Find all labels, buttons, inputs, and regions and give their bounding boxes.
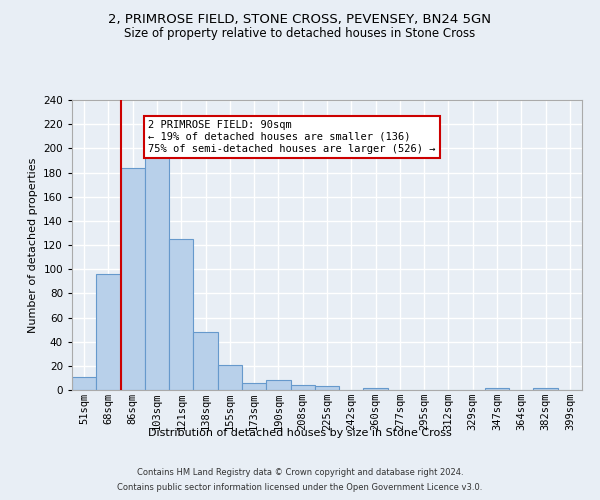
Text: Contains public sector information licensed under the Open Government Licence v3: Contains public sector information licen… [118,483,482,492]
Text: Size of property relative to detached houses in Stone Cross: Size of property relative to detached ho… [124,28,476,40]
Bar [266,380,290,390]
Text: Distribution of detached houses by size in Stone Cross: Distribution of detached houses by size … [148,428,452,438]
Bar [72,376,96,390]
Bar [121,168,145,390]
Bar [145,146,169,390]
Bar [96,274,121,390]
Bar [193,332,218,390]
Bar [218,364,242,390]
Bar [290,385,315,390]
Bar [485,388,509,390]
Bar [364,388,388,390]
Text: Contains HM Land Registry data © Crown copyright and database right 2024.: Contains HM Land Registry data © Crown c… [137,468,463,477]
Y-axis label: Number of detached properties: Number of detached properties [28,158,38,332]
Text: 2 PRIMROSE FIELD: 90sqm
← 19% of detached houses are smaller (136)
75% of semi-d: 2 PRIMROSE FIELD: 90sqm ← 19% of detache… [149,120,436,154]
Bar [242,383,266,390]
Text: 2, PRIMROSE FIELD, STONE CROSS, PEVENSEY, BN24 5GN: 2, PRIMROSE FIELD, STONE CROSS, PEVENSEY… [109,12,491,26]
Bar [315,386,339,390]
Bar [169,239,193,390]
Bar [533,388,558,390]
